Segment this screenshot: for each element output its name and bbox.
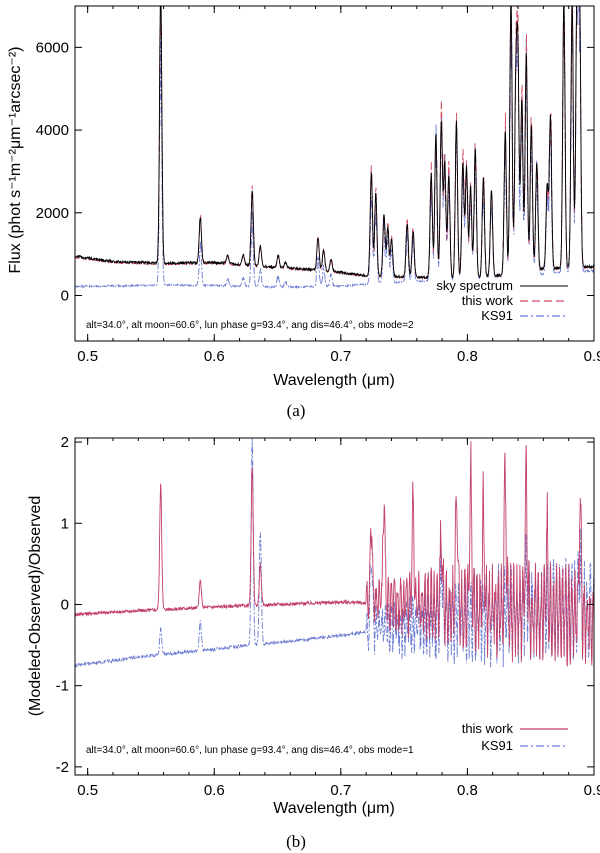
panel-a-ticks: 0.5 0.6 0.7 0.8 0.9 0 2000 4000 6000 bbox=[36, 6, 600, 365]
panel-b-caption: (b) bbox=[286, 832, 306, 851]
panel-a-xtick-label: 0.6 bbox=[204, 348, 225, 365]
panel-a-xtick-label: 0.8 bbox=[457, 348, 478, 365]
panel-b-xtick-label: 0.8 bbox=[457, 782, 478, 799]
panel-b-xtick-label: 0.6 bbox=[204, 782, 225, 799]
panel-b-xtick-label: 0.5 bbox=[77, 782, 98, 799]
panel-a-ytick-label: 2000 bbox=[36, 205, 69, 222]
panel-b-plot-area bbox=[75, 438, 594, 668]
legend-b-ks91-label: KS91 bbox=[481, 738, 513, 753]
panel-b: 0.5 0.6 0.7 0.8 0.9 -2 -1 0 1 2 alt=34.0°, alt mo… bbox=[27, 434, 600, 851]
legend-b-this-work-label: this work bbox=[462, 721, 514, 736]
panel-a-axis-frame bbox=[74, 5, 595, 342]
panel-a-ytick-label: 0 bbox=[61, 288, 69, 305]
panel-a-legend: sky spectrum this work KS91 bbox=[436, 278, 568, 323]
panel-a-ytick-label: 4000 bbox=[36, 122, 69, 139]
panel-a-xtick-label: 0.5 bbox=[77, 348, 98, 365]
panel-b-xtick-label: 0.7 bbox=[330, 782, 351, 799]
panel-a: 0.5 0.6 0.7 0.8 0.9 0 2000 4000 6000 alt=34.0°, … bbox=[7, 5, 600, 420]
panel-b-legend: this work KS91 bbox=[462, 721, 568, 753]
ks91-residual-line bbox=[75, 438, 594, 668]
panel-b-axis-frame bbox=[74, 437, 595, 776]
panel-b-ytick-label: -1 bbox=[56, 678, 69, 695]
panel-a-xtick-label: 0.9 bbox=[584, 348, 600, 365]
panel-b-ytick-label: 2 bbox=[61, 434, 69, 451]
panel-a-plot-area bbox=[75, 6, 594, 289]
panel-b-ytick-label: 0 bbox=[61, 596, 69, 613]
legend-a-ks91-label: KS91 bbox=[481, 308, 513, 323]
panel-a-caption: (a) bbox=[287, 401, 306, 420]
panel-a-xlabel: Wavelength (μm) bbox=[273, 372, 395, 389]
panel-b-ytick-label: -2 bbox=[56, 759, 69, 776]
panel-b-series bbox=[75, 438, 594, 668]
ks91-spectrum-line bbox=[75, 6, 594, 289]
panel-b-ticks: 0.5 0.6 0.7 0.8 0.9 -2 -1 0 1 2 bbox=[56, 434, 600, 799]
panel-a-annotation: alt=34.0°, alt moon=60.6°, lun phase g=9… bbox=[86, 320, 414, 331]
panel-a-series bbox=[75, 6, 594, 289]
panel-b-ylabel: (Modeled-Observed)/Observed bbox=[27, 496, 44, 717]
legend-a-sky-spectrum-label: sky spectrum bbox=[436, 278, 513, 293]
panel-a-ylabel: Flux (phot s⁻¹m⁻²μm⁻¹arcsec⁻²) bbox=[7, 46, 24, 273]
panel-b-ytick-label: 1 bbox=[61, 515, 69, 532]
panel-a-xtick-label: 0.7 bbox=[330, 348, 351, 365]
panel-b-annotation: alt=34.0°, alt moon=60.6°, lun phase g=9… bbox=[86, 745, 414, 756]
legend-a-this-work-label: this work bbox=[462, 293, 514, 308]
panel-b-xtick-label: 0.9 bbox=[584, 782, 600, 799]
this-work-residual-line bbox=[75, 441, 594, 667]
sky-spectrum-line bbox=[75, 6, 594, 280]
panel-b-xlabel: Wavelength (μm) bbox=[273, 800, 395, 817]
panel-a-ytick-label: 6000 bbox=[36, 39, 69, 56]
